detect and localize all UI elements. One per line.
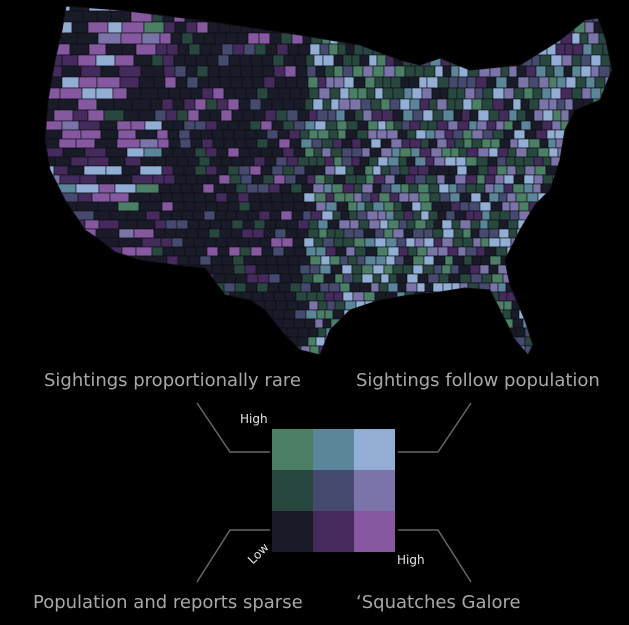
legend-label-bottom-left: Population and reports sparse xyxy=(33,592,303,613)
connector-bottom-right xyxy=(398,529,472,583)
us-county-map xyxy=(44,5,613,356)
legend-cell-r0-c0 xyxy=(272,429,313,470)
legend-axis-y-high: High xyxy=(240,412,268,426)
legend-cell-r0-c1 xyxy=(313,429,354,470)
legend-label-bottom-right: ‘Squatches Galore xyxy=(356,592,521,613)
legend-label-top-left: Sightings proportionally rare xyxy=(44,370,301,391)
legend-cell-r1-c1 xyxy=(313,470,354,511)
legend-cell-r2-c1 xyxy=(313,511,354,552)
legend-cell-r1-c0 xyxy=(272,470,313,511)
connector-bottom-left xyxy=(196,529,270,583)
legend-cell-r0-c2 xyxy=(354,429,395,470)
legend-cell-r2-c2 xyxy=(354,511,395,552)
connector-top-right xyxy=(398,402,472,453)
legend-axis-x-high: High xyxy=(397,553,425,567)
legend-cell-r1-c2 xyxy=(354,470,395,511)
connector-top-left xyxy=(196,402,270,453)
legend-label-top-right: Sightings follow population xyxy=(356,370,600,391)
legend-cell-r2-c0 xyxy=(272,511,313,552)
us-outline-stroke xyxy=(44,5,613,356)
